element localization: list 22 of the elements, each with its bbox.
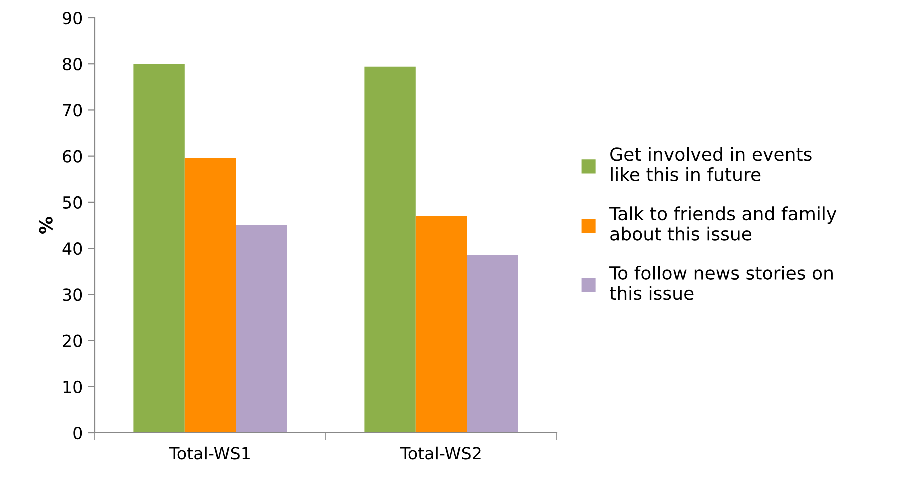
y-tick-label: 50 (63, 196, 82, 210)
x-tick-label: Total-WS1 (169, 446, 250, 460)
bar (236, 226, 288, 433)
y-axis-title: % (39, 217, 53, 234)
y-tick-label: 40 (62, 242, 82, 256)
y-tick-label: 30 (63, 288, 82, 302)
legend-label: Get involved in events like this in future (610, 147, 812, 182)
y-tick-label: 60 (63, 150, 82, 163)
x-tick-label: Total-WS2 (400, 446, 481, 460)
bar (364, 66, 416, 433)
y-tick-label: 90 (63, 12, 82, 25)
y-tick-label: 10 (64, 380, 82, 394)
y-tick-label: 0 (74, 426, 82, 440)
legend-label: Talk to friends and family about this issue (610, 206, 837, 241)
bar (134, 64, 185, 433)
bar (416, 216, 468, 433)
y-tick-label: 70 (63, 104, 82, 117)
y-tick-label: 80 (63, 58, 82, 71)
bar (467, 255, 518, 433)
y-tick-label: 20 (63, 334, 82, 348)
bar (184, 158, 236, 433)
legend-label: To follow news stories on this issue (610, 266, 833, 300)
